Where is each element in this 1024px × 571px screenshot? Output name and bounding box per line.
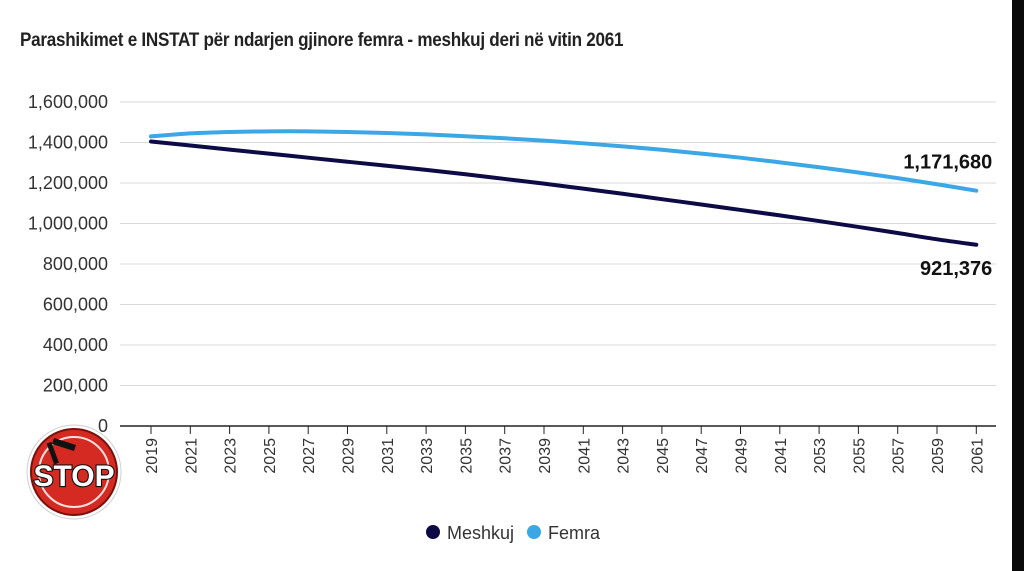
legend-label-meshkuj: Meshkuj [447, 523, 514, 543]
x-axis-ticks: 2019 2021 2023 2025 2027 2029 2031 2033 2035 2037… [144, 426, 986, 474]
x-tick-label: 2023 [223, 438, 240, 474]
x-tick-label: 2043 [616, 438, 633, 474]
x-tick-label: 2035 [458, 438, 475, 474]
y-tick-label: 800,000 [43, 254, 108, 274]
x-tick-label: 2033 [419, 438, 436, 474]
series-lines [149, 129, 979, 247]
series-line-femra [149, 129, 979, 193]
y-tick-label: 1,200,000 [28, 173, 108, 193]
x-tick-label: 2019 [144, 438, 161, 474]
x-tick-label: 2041 [773, 438, 790, 474]
x-tick-label: 2021 [183, 438, 200, 474]
annotation-meshkuj: 921,376 [920, 258, 992, 280]
frame-edge [1012, 0, 1024, 571]
legend-marker-meshkuj [426, 525, 440, 539]
grid-lines [120, 101, 996, 386]
stop-logo-icon: STOP [26, 424, 122, 520]
legend-marker-femra [527, 525, 541, 539]
series-line-meshkuj [149, 139, 979, 247]
x-tick-label: 2041 [576, 438, 593, 474]
x-tick-label: 2045 [655, 438, 672, 474]
end-annotations: 1,171,680 921,376 [903, 152, 992, 280]
y-tick-label: 200,000 [43, 376, 108, 396]
y-tick-label: 400,000 [43, 335, 108, 355]
legend-label-femra: Femra [548, 523, 601, 543]
x-tick-label: 2025 [262, 438, 279, 474]
y-tick-label: 1,400,000 [28, 133, 108, 153]
x-tick-label: 2053 [812, 438, 829, 474]
x-tick-label: 2061 [969, 438, 986, 474]
x-tick-label: 2037 [498, 438, 515, 474]
y-tick-label: 600,000 [43, 295, 108, 315]
x-tick-label: 2039 [537, 438, 554, 474]
x-tick-label: 2031 [380, 438, 397, 474]
y-tick-label: 1,000,000 [28, 214, 108, 234]
svg-text:STOP: STOP [33, 460, 114, 493]
x-tick-label: 2027 [301, 438, 318, 474]
annotation-femra: 1,171,680 [903, 152, 992, 174]
legend: Meshkuj Femra [426, 523, 601, 543]
y-axis-ticks: 0 200,000 400,000 600,000 800,000 1,000,000 1,… [28, 92, 108, 436]
x-tick-label: 2047 [694, 438, 711, 474]
y-tick-label: 0 [98, 416, 108, 436]
x-tick-label: 2055 [851, 438, 868, 474]
x-tick-label: 2059 [930, 438, 947, 474]
chart-title: Parashikimet e INSTAT për ndarjen gjinor… [20, 30, 624, 51]
y-tick-label: 1,600,000 [28, 92, 108, 112]
x-tick-label: 2057 [891, 438, 908, 474]
x-tick-label: 2029 [341, 438, 358, 474]
x-tick-label: 2049 [734, 438, 751, 474]
